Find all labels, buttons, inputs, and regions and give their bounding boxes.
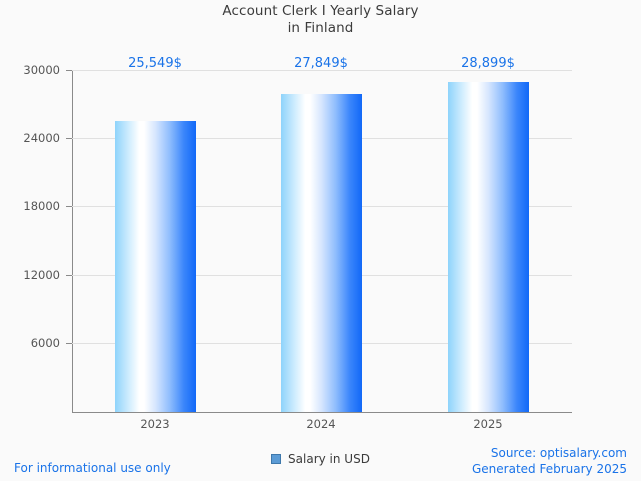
- bar-value-label-2025: 28,899$: [461, 56, 515, 71]
- chart-title-line-1: Account Clerk I Yearly Salary: [222, 3, 419, 19]
- bar-value-label-2023: 25,549$: [128, 56, 182, 71]
- xtick-label-2023: 2023: [140, 417, 170, 431]
- ytick-label-24000: 24000: [23, 131, 60, 145]
- ytick-label-30000: 30000: [23, 63, 60, 77]
- footer-source: Source: optisalary.com: [490, 446, 627, 460]
- ytick-mark-30000: [66, 70, 72, 71]
- ytick-label-12000: 12000: [23, 268, 60, 282]
- bar-value-label-2024: 27,849$: [294, 56, 348, 71]
- chart-legend: Salary in USD: [0, 452, 641, 466]
- ytick-mark-6000: [66, 343, 72, 344]
- chart-title: Account Clerk I Yearly Salary in Finland: [0, 3, 641, 36]
- chart-title-line-2: in Finland: [287, 19, 354, 36]
- ytick-mark-18000: [66, 206, 72, 207]
- footer-disclaimer: For informational use only: [14, 461, 171, 475]
- plot-area: [72, 70, 572, 412]
- x-axis-line: [72, 412, 572, 413]
- gridline-30000: [72, 70, 572, 71]
- ytick-mark-24000: [66, 138, 72, 139]
- footer-generated-date: Generated February 2025: [471, 461, 627, 476]
- footer-source-block: Source: optisalary.com Generated Februar…: [472, 446, 627, 477]
- bar-2024[interactable]: [281, 94, 362, 412]
- legend-item-label: Salary in USD: [288, 452, 370, 466]
- ytick-mark-12000: [66, 275, 72, 276]
- bar-2025[interactable]: [448, 82, 529, 412]
- y-axis-line: [72, 70, 73, 413]
- ytick-label-18000: 18000: [23, 199, 60, 213]
- xtick-label-2024: 2024: [306, 417, 336, 431]
- xtick-label-2025: 2025: [473, 417, 503, 431]
- legend-swatch-icon: [271, 454, 282, 464]
- bar-2023[interactable]: [115, 121, 196, 412]
- ytick-label-6000: 6000: [30, 336, 60, 350]
- legend-item-salary-in-usd[interactable]: Salary in USD: [271, 452, 370, 466]
